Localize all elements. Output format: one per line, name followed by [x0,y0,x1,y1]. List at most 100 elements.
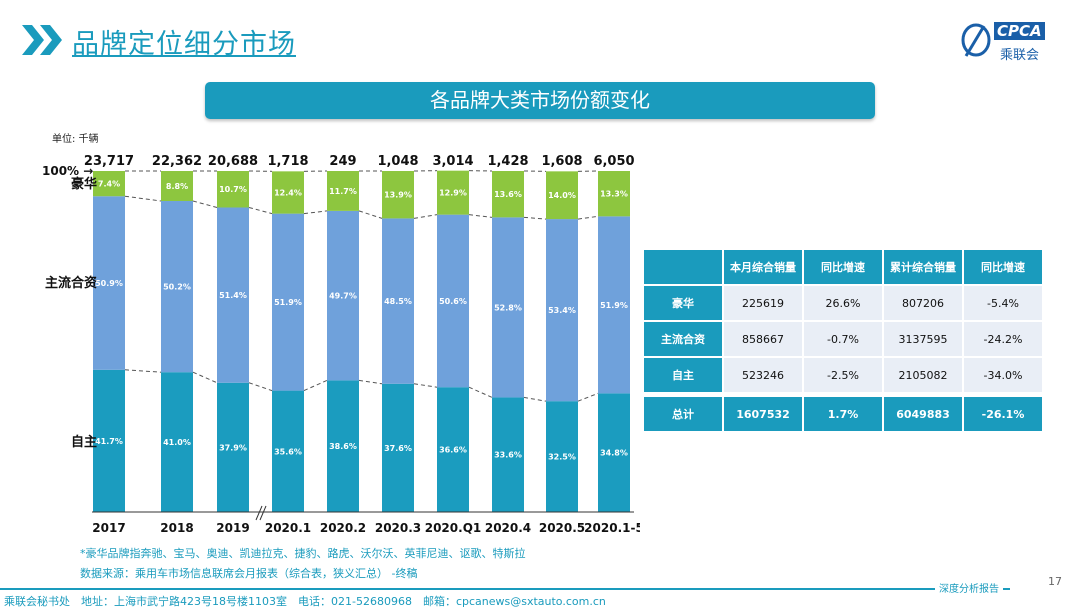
table-cell: 1.7% [804,394,882,431]
total-label: 22,362 [152,154,202,169]
bar-segment-豪华 [327,171,359,211]
data-label: 12.9% [439,189,467,198]
bar-segment-豪华 [492,171,524,218]
bar-segment-主流合资 [161,201,193,373]
dashed-connector [358,210,383,219]
bar-segment-豪华 [217,171,249,208]
dashed-connector [303,210,328,215]
data-label: 33.6% [494,451,522,460]
bar-segment-豪华 [382,171,414,219]
total-label: 1,608 [541,154,582,169]
data-label: 37.9% [219,443,247,452]
table-cell: -5.4% [964,286,1042,320]
bar-segment-自主 [327,380,359,512]
dashed-connector [124,369,162,373]
footnote-source: 数据来源：乘用车市场信息联席会月报表（综合表，狭义汇总） -终稿 [80,567,418,580]
bar-segment-自主 [437,387,469,512]
data-label: 50.2% [163,283,191,292]
series-label: 豪华 [71,176,97,192]
dashed-connector [192,371,218,384]
table-header-cell: 累计综合销量 [884,250,962,284]
data-label: 14.0% [548,191,576,200]
bar-segment-主流合资 [598,216,630,394]
table-cell: -2.5% [804,358,882,392]
total-label: 249 [329,154,356,169]
bar-segment-主流合资 [217,207,249,383]
cpca-logo: CPCA 乘联会 [958,20,1062,64]
data-label: 36.6% [439,446,467,455]
bar-segment-主流合资 [546,219,578,402]
logo-text: CPCA [994,22,1045,40]
dashed-connector [303,379,328,392]
x-tick-label: 2020.1-5 [584,521,640,535]
x-tick-label: 2020.3 [375,521,421,535]
page-number: 17 [1048,575,1062,588]
dashed-connector [192,200,218,208]
table-row: 豪华 225619 26.6% 807206 -5.4% [644,286,1042,320]
row-label: 自主 [644,358,722,392]
x-tick-label: 2020.4 [485,521,531,535]
data-label: 41.0% [163,438,191,447]
row-label: 总计 [644,394,722,431]
bar-segment-主流合资 [93,196,125,370]
sales-table: 本月综合销量 同比增速 累计综合销量 同比增速 豪华 225619 26.6% … [642,248,1044,433]
page-title: 品牌定位细分市场 [72,29,296,60]
total-label: 1,718 [267,154,308,169]
unit-label: 单位: 千辆 [52,134,99,145]
report-tag: 深度分析报告 [935,580,1003,595]
table-cell: 3137595 [884,322,962,356]
data-label: 51.9% [600,301,628,310]
bar-segment-自主 [272,390,304,512]
dashed-connector [523,216,547,220]
table-cell: -0.7% [804,322,882,356]
bar-segment-自主 [93,369,125,512]
dashed-connector [577,392,599,402]
total-label: 1,428 [487,154,528,169]
data-label: 11.7% [329,187,357,196]
dashed-connector [413,214,438,219]
bar-segment-豪华 [272,171,304,214]
stacked-bar-chart: 41.7% 50.9% 7.4% 23,717 2017 41.0% 50.2% 8.8% 22… [42,154,640,535]
axis-break-mark [259,505,267,521]
table-cell: 523246 [724,358,802,392]
bar-segment-主流合资 [272,213,304,391]
dashed-connector [124,195,162,202]
data-label: 13.3% [600,190,628,199]
footnote-luxury: *豪华品牌指奔驰、宝马、奥迪、凯迪拉克、捷豹、路虎、沃尔沃、英菲尼迪、讴歌、特斯… [80,547,526,560]
bar-segment-自主 [217,382,249,512]
bar-segment-主流合资 [327,210,359,381]
axis-break-mark [255,505,263,521]
x-tick-label: 2020.1 [265,521,311,535]
x-tick-label: 2019 [216,521,249,535]
data-label: 51.4% [219,291,247,300]
data-label: 38.6% [329,442,357,451]
dashed-connector [468,214,493,218]
dashed-connector [468,386,493,398]
bar-segment-豪华 [161,171,193,202]
data-label: 53.4% [548,306,576,315]
bar-segment-自主 [161,372,193,512]
bar-segment-自主 [546,401,578,512]
row-label: 主流合资 [644,322,722,356]
table-header-cell: 同比增速 [804,250,882,284]
total-label: 23,717 [84,154,134,169]
table-header-cell: 本月综合销量 [724,250,802,284]
dashed-connector [248,382,273,392]
data-label: 52.8% [494,303,522,312]
data-label: 13.9% [384,191,412,200]
footer-contact: 乘联会秘书处 地址：上海市武宁路423号18号楼1103室 电话：021-526… [4,595,606,608]
section-banner: 各品牌大类市场份额变化 [205,82,875,119]
table-cell: 807206 [884,286,962,320]
data-label: 50.6% [439,297,467,306]
total-label: 20,688 [208,154,258,169]
x-tick-label: 2020.Q1 [425,521,482,535]
x-tick-label: 2020.5 [539,521,585,535]
total-label: 3,014 [432,154,473,169]
row-label: 豪华 [644,286,722,320]
data-label: 7.4% [98,180,120,189]
bar-segment-自主 [598,393,630,512]
table-row: 主流合资 858667 -0.7% 3137595 -24.2% [644,322,1042,356]
dashed-connector [413,383,438,388]
y-marker-label: 100% → [42,164,93,178]
